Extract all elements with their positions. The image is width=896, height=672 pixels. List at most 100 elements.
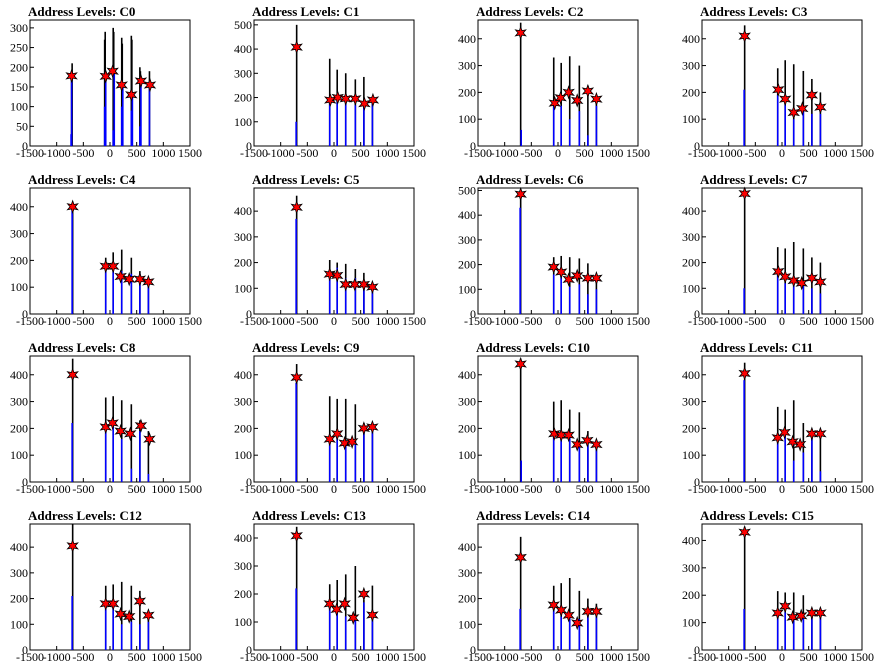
- y-tick-label: 200: [458, 85, 476, 99]
- x-tick-label: 1000: [599, 314, 623, 328]
- x-tick-label: 1000: [823, 482, 847, 496]
- peak-marker: [122, 609, 136, 624]
- x-tick-label: 1500: [850, 146, 874, 160]
- peak-marker: [134, 418, 148, 433]
- peak-marker: [106, 596, 120, 611]
- chart-panel: Address Levels: C11 0 100 200 300 400 -1500 -10…: [672, 336, 896, 504]
- x-tick-label: -1500: [688, 314, 716, 328]
- peak-marker: [805, 270, 819, 286]
- chart-svg: 0 100 200 300 400 -1500-1000 -500 0 500 1000 1500: [10, 355, 202, 496]
- chart-title: Address Levels: C0: [28, 4, 136, 19]
- x-tick-label: 500: [128, 146, 146, 160]
- y-tick-label: 0: [246, 643, 252, 657]
- y-tick-label: 300: [458, 395, 476, 409]
- x-tick-label: 500: [128, 650, 146, 664]
- x-tick-label: 500: [800, 650, 818, 664]
- x-tick-label: 1500: [402, 650, 426, 664]
- chart-title: Address Levels: C4: [28, 172, 136, 187]
- peak-marker: [554, 264, 568, 280]
- x-tick-label: -1000: [267, 314, 295, 328]
- plot-frame: [253, 523, 415, 651]
- x-tick-label: -1500: [16, 146, 44, 160]
- y-tick-label: 100: [234, 281, 252, 295]
- peak-marker: [778, 269, 792, 284]
- y-tick-label: 150: [10, 80, 28, 94]
- peak-marker: [99, 419, 112, 435]
- y-tick-label: 300: [10, 227, 28, 241]
- y-tick-label: 100: [458, 112, 476, 126]
- peak-marker: [290, 528, 303, 543]
- x-tick-label: 500: [128, 314, 146, 328]
- peak-marker: [514, 356, 527, 372]
- chart-panel: Address Levels: C7 0 100 200 300 400 -1500 -100…: [672, 168, 896, 336]
- y-tick-label: 0: [470, 475, 476, 489]
- peak-marker: [570, 615, 584, 631]
- chart-svg: 0 100 200 300 400 -1500-1000 -500 0 500 1000 1500: [682, 19, 874, 160]
- peak-marker: [358, 96, 371, 111]
- x-tick-label: 1000: [151, 314, 175, 328]
- y-tick-label: 200: [10, 60, 28, 74]
- x-tick-label: 1500: [626, 146, 650, 160]
- y-tick-label: 300: [458, 566, 476, 580]
- y-tick-label: 500: [234, 18, 252, 32]
- peak-marker: [66, 367, 79, 382]
- x-tick-label: 1000: [599, 482, 623, 496]
- x-tick-label: 500: [576, 314, 594, 328]
- peak-marker: [581, 270, 595, 286]
- x-tick-label: -500: [296, 482, 318, 496]
- chart-panel: Address Levels: C8 0 100 200 300 400 -1500 -100…: [0, 336, 224, 504]
- peak-marker: [814, 605, 827, 621]
- x-tick-label: -500: [72, 650, 94, 664]
- chart-panel: Address Levels: C5 0 100 200 300 400 -1500 -100…: [224, 168, 448, 336]
- peak-marker: [65, 68, 78, 84]
- x-tick-label: 1000: [151, 650, 175, 664]
- y-tick-label: 300: [682, 59, 700, 73]
- y-tick-label: 400: [10, 368, 28, 382]
- peak-marker: [99, 259, 112, 274]
- peak-marker: [290, 39, 303, 55]
- peak-marker: [805, 426, 819, 441]
- y-tick-label: 300: [10, 566, 28, 580]
- plot-frame: [253, 187, 415, 315]
- x-tick-label: 500: [128, 482, 146, 496]
- y-tick-label: 300: [682, 395, 700, 409]
- peak-marker: [290, 200, 303, 215]
- x-tick-label: -500: [744, 650, 766, 664]
- x-tick-label: 0: [107, 314, 113, 328]
- x-tick-label: 0: [107, 650, 113, 664]
- peak-marker: [345, 434, 359, 450]
- peak-marker: [562, 272, 575, 287]
- x-tick-label: -500: [296, 146, 318, 160]
- y-tick-label: 50: [16, 119, 28, 133]
- peak-marker: [142, 274, 155, 290]
- x-tick-label: 1500: [402, 314, 426, 328]
- y-tick-label: 300: [234, 395, 252, 409]
- chart-panel: Address Levels: C13 0 100 200 300 400 -1500 -10…: [224, 504, 448, 672]
- x-tick-label: 1000: [151, 482, 175, 496]
- plot-frame: [29, 355, 191, 483]
- peak-marker: [366, 419, 379, 435]
- chart-title: Address Levels: C3: [700, 4, 808, 19]
- chart-panel: Address Levels: C6 0 100 200 300 400 500 -1500-…: [448, 168, 672, 336]
- chart-title: Address Levels: C13: [252, 508, 366, 523]
- x-tick-label: 0: [555, 482, 561, 496]
- x-tick-label: -1500: [16, 482, 44, 496]
- y-tick-label: 200: [10, 421, 28, 435]
- x-tick-label: -500: [296, 650, 318, 664]
- chart-svg: 0 100 200 300 400 500 -1500-1000 -500 0 500 1000 15…: [458, 183, 650, 328]
- x-tick-label: -1000: [267, 482, 295, 496]
- peak-marker: [787, 273, 800, 288]
- x-tick-label: -1000: [43, 146, 71, 160]
- plot-frame: [253, 19, 415, 147]
- y-tick-label: 100: [10, 448, 28, 462]
- chart-svg: 0 100 200 300 400 -1500-1000 -500 0 500 1000 1500: [234, 187, 426, 328]
- plot-frame: [701, 19, 863, 147]
- chart-title: Address Levels: C9: [252, 340, 360, 355]
- peak-marker: [738, 524, 751, 540]
- y-tick-label: 200: [458, 592, 476, 606]
- peak-marker: [805, 87, 819, 103]
- y-tick-label: 400: [682, 368, 700, 382]
- peak-marker: [590, 604, 603, 619]
- y-tick-label: 300: [682, 561, 700, 575]
- x-tick-label: -1000: [715, 146, 743, 160]
